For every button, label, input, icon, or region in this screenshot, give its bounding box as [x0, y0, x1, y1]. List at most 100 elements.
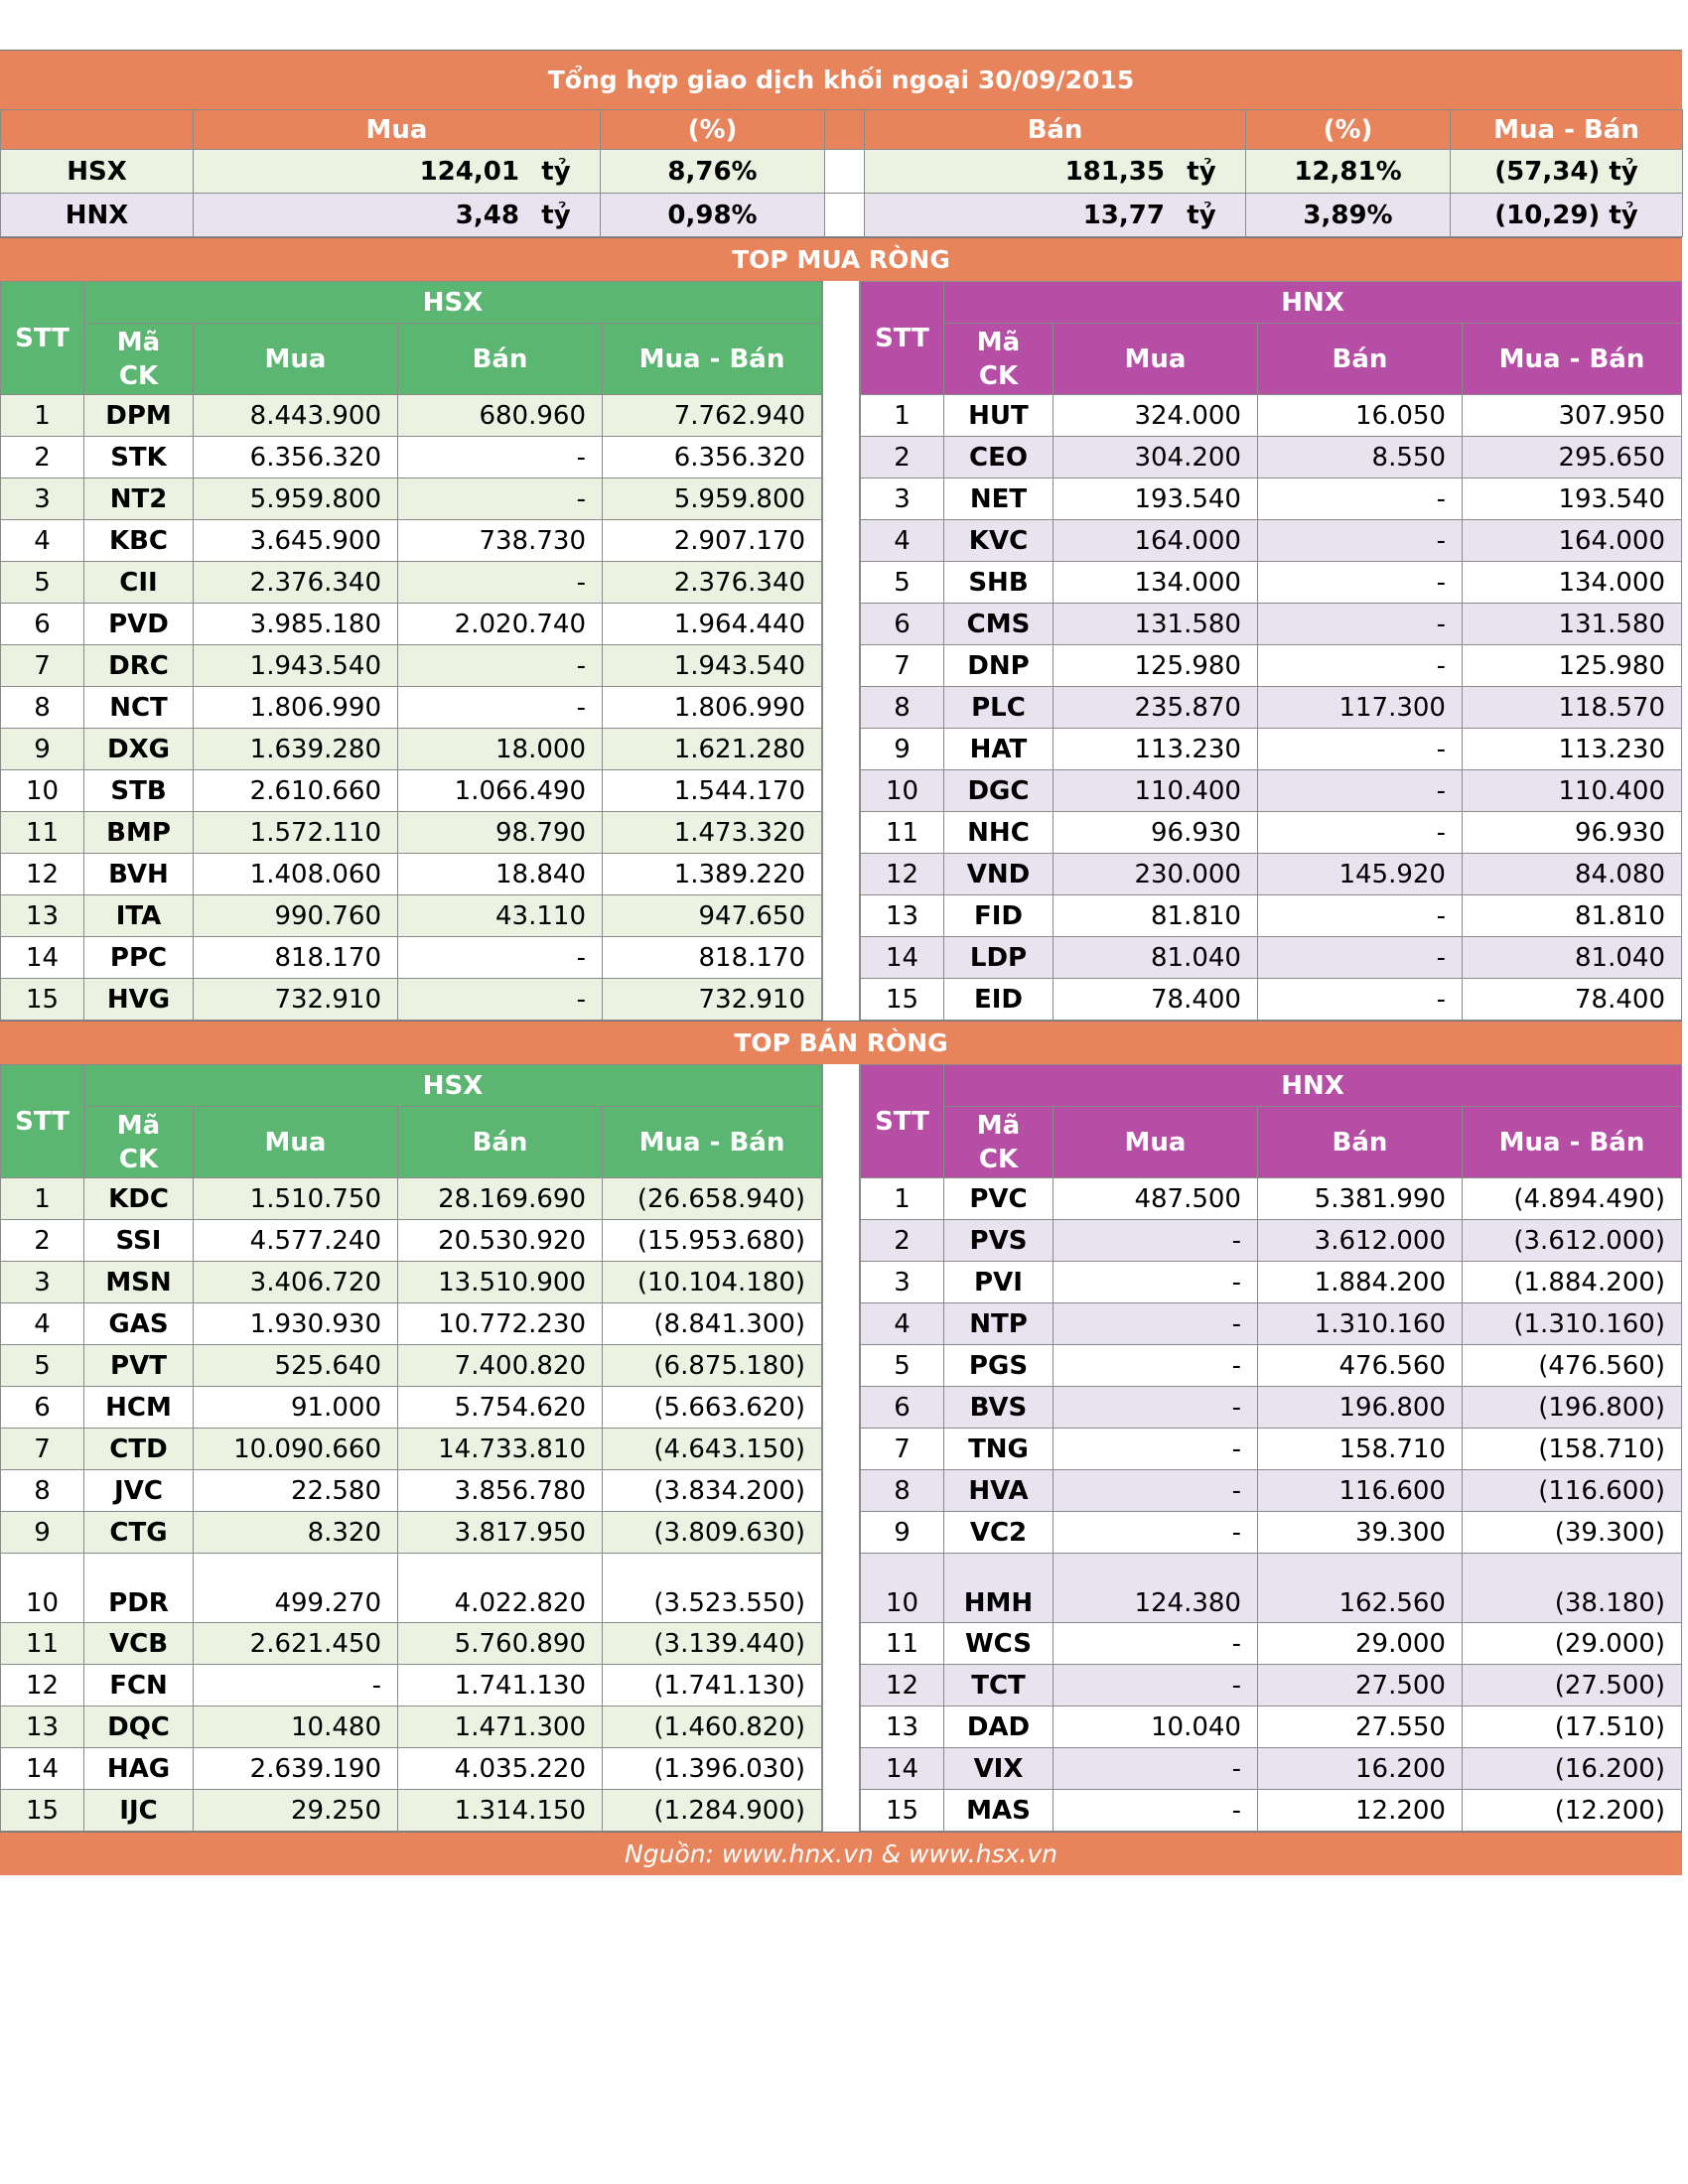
- row-buy: -: [1052, 1789, 1258, 1832]
- table-row: 14 PPC 818.170-818.170: [0, 936, 823, 979]
- row-code: DRC: [83, 644, 194, 687]
- row-code: DXG: [83, 728, 194, 770]
- table-row: 11 NHC 96.930-96.930: [859, 811, 1683, 854]
- row-stt: 13: [0, 1706, 84, 1748]
- row-buy: 304.200: [1052, 436, 1258, 478]
- col-sell: Bán: [397, 1106, 603, 1178]
- row-sell: 1.310.160: [1256, 1302, 1463, 1345]
- row-sell: 1.314.150: [397, 1789, 603, 1832]
- row-sell: 18.840: [397, 853, 603, 895]
- table-row: 5 CII 2.376.340-2.376.340: [0, 561, 823, 604]
- summary-header-row: Mua (%) Bán (%) Mua - Bán: [0, 109, 1683, 150]
- row-code: STB: [83, 769, 194, 812]
- row-sell: -: [1256, 478, 1463, 520]
- row-stt: 5: [0, 561, 84, 604]
- row-stt: 7: [0, 644, 84, 687]
- row-code: FID: [942, 894, 1054, 937]
- row-stt: 15: [0, 978, 84, 1021]
- row-net: 96.930: [1461, 811, 1683, 854]
- row-buy: 113.230: [1052, 728, 1258, 770]
- row-sell: -: [397, 436, 603, 478]
- row-buy: 2.621.450: [193, 1622, 398, 1665]
- row-sell: 5.754.620: [397, 1386, 603, 1429]
- row-code: HAT: [942, 728, 1054, 770]
- row-sell: 7.400.820: [397, 1344, 603, 1387]
- row-stt: 11: [859, 1622, 944, 1665]
- table-row: 13 FID 81.810-81.810: [859, 894, 1683, 937]
- row-stt: 14: [859, 1747, 944, 1790]
- row-sell: 3.817.950: [397, 1511, 603, 1554]
- row-stt: 15: [859, 978, 944, 1021]
- row-net: (3.612.000): [1461, 1219, 1683, 1262]
- row-buy: -: [1052, 1747, 1258, 1790]
- table-row: 14 VIX -16.200 (16.200): [859, 1747, 1683, 1790]
- row-net: 2.907.170: [601, 519, 823, 562]
- row-sell: 1.884.200: [1256, 1261, 1463, 1303]
- row-code: HAG: [83, 1747, 194, 1790]
- row-buy: 1.510.750: [193, 1177, 398, 1220]
- row-net: (5.663.620): [601, 1386, 823, 1429]
- row-stt: 14: [0, 936, 84, 979]
- row-code: HVA: [942, 1469, 1054, 1512]
- summary-header-net: Mua - Bán: [1450, 109, 1683, 150]
- col-code: Mã CK: [942, 323, 1054, 395]
- table-row: 1 HUT 324.000 16.050 307.950: [859, 394, 1683, 437]
- row-sell: 16.050: [1256, 394, 1463, 437]
- row-code: EID: [942, 978, 1054, 1021]
- table-row: 6 HCM 91.000 5.754.620 (5.663.620): [0, 1386, 823, 1429]
- row-stt: 4: [859, 1302, 944, 1345]
- table-row: 3 NET 193.540-193.540: [859, 478, 1683, 520]
- table-row: 11 BMP 1.572.110 98.790 1.473.320: [0, 811, 823, 854]
- row-net: 1.943.540: [601, 644, 823, 687]
- row-sell: 1.471.300: [397, 1706, 603, 1748]
- row-sell: -: [1256, 894, 1463, 937]
- row-code: CTD: [83, 1428, 194, 1470]
- table-row: 5 PGS -476.560 (476.560): [859, 1344, 1683, 1387]
- row-net: 110.400: [1461, 769, 1683, 812]
- row-sell: 5.760.890: [397, 1622, 603, 1665]
- summary-net: (10,29) tỷ: [1450, 193, 1683, 237]
- row-code: WCS: [942, 1622, 1054, 1665]
- table-row: 7 DNP 125.980-125.980: [859, 644, 1683, 687]
- row-stt: 7: [859, 644, 944, 687]
- top-sell-hsx-table: STT HSX Mã CK Mua Bán Mua - Bán 1 KDC 1.510.750 28…: [0, 1064, 823, 1832]
- market-header-row: STT HNX: [859, 281, 1683, 395]
- row-net: (26.658.940): [601, 1177, 823, 1220]
- table-row: 15 IJC 29.250 1.314.150 (1.284.900): [0, 1789, 823, 1832]
- row-code: NET: [942, 478, 1054, 520]
- summary-header-buy: Mua: [193, 109, 601, 150]
- summary-header-sell-pct: (%): [1245, 109, 1451, 150]
- row-sell: -: [1256, 603, 1463, 645]
- row-stt: 8: [0, 1469, 84, 1512]
- row-stt: 3: [859, 478, 944, 520]
- col-net: Mua - Bán: [1461, 323, 1683, 395]
- row-code: TCT: [942, 1664, 1054, 1706]
- table-row: 14 LDP 81.040-81.040: [859, 936, 1683, 979]
- row-sell: 29.000: [1256, 1622, 1463, 1665]
- row-buy: -: [1052, 1344, 1258, 1387]
- row-net: (10.104.180): [601, 1261, 823, 1303]
- table-row: 9 HAT 113.230-113.230: [859, 728, 1683, 770]
- summary-buy-pct: 8,76%: [600, 149, 825, 194]
- row-buy: 6.356.320: [193, 436, 398, 478]
- top-buy-hnx-table: STT HNX Mã CK Mua Bán Mua - Bán 1 HUT 324.000 16.0…: [859, 281, 1683, 1021]
- row-buy: -: [1052, 1261, 1258, 1303]
- row-sell: -: [1256, 978, 1463, 1021]
- col-sell: Bán: [397, 323, 603, 395]
- table-row: 10 DGC 110.400-110.400: [859, 769, 1683, 812]
- col-net: Mua - Bán: [601, 1106, 823, 1178]
- row-buy: 3.985.180: [193, 603, 398, 645]
- source-note: Nguồn: www.hnx.vn & www.hsx.vn: [0, 1832, 1682, 1875]
- row-stt: 15: [0, 1789, 84, 1832]
- table-row: 6 BVS -196.800 (196.800): [859, 1386, 1683, 1429]
- row-stt: 7: [0, 1428, 84, 1470]
- row-buy: -: [1052, 1386, 1258, 1429]
- row-sell: -: [1256, 728, 1463, 770]
- row-net: 2.376.340: [601, 561, 823, 604]
- top-sell-heading: TOP BÁN RÒNG: [0, 1021, 1682, 1064]
- table-row: 8 HVA -116.600 (116.600): [859, 1469, 1683, 1512]
- row-sell: 8.550: [1256, 436, 1463, 478]
- col-stt: STT: [859, 281, 944, 395]
- row-net: 84.080: [1461, 853, 1683, 895]
- row-code: LDP: [942, 936, 1054, 979]
